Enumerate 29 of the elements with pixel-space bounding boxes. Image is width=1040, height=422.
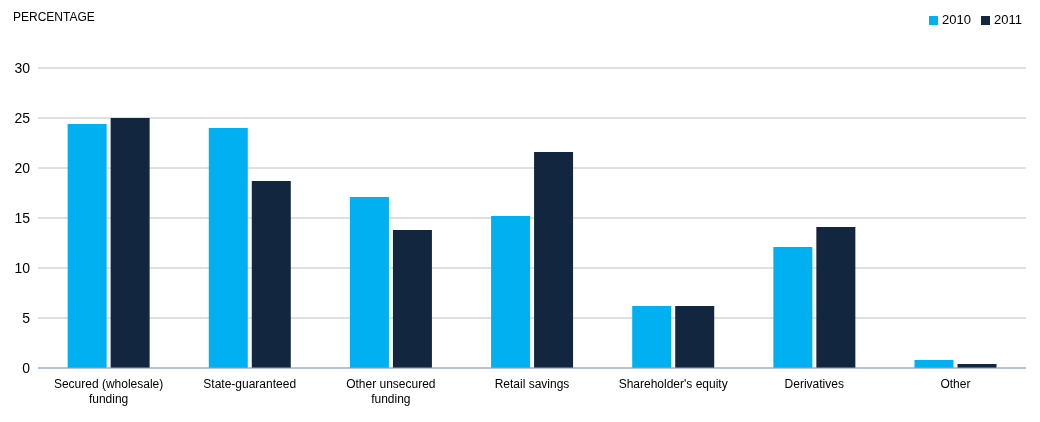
y-tick-label: 5 bbox=[22, 309, 31, 326]
legend-label: 2010 bbox=[942, 12, 972, 27]
y-tick-label: 15 bbox=[14, 209, 31, 226]
x-tick-label: Derivatives bbox=[784, 377, 844, 391]
bar bbox=[816, 227, 856, 368]
bar bbox=[251, 181, 291, 368]
x-tick-label: Secured (wholesale) funding bbox=[53, 377, 164, 406]
y-tick-label: 30 bbox=[14, 59, 31, 76]
bar bbox=[675, 306, 715, 368]
x-tick-label: Retail savings bbox=[494, 377, 570, 391]
bar bbox=[534, 152, 574, 368]
y-tick-label: 0 bbox=[22, 359, 31, 376]
x-tick-label: Shareholder's equity bbox=[618, 377, 728, 391]
bar bbox=[110, 118, 150, 368]
bar bbox=[632, 306, 672, 368]
y-tick-label: 20 bbox=[14, 159, 31, 176]
y-tick-label: 25 bbox=[14, 109, 31, 126]
bar bbox=[773, 247, 813, 368]
y-tick-label: 10 bbox=[14, 259, 31, 276]
x-tick-label: Other bbox=[940, 377, 971, 391]
y-axis-title: PERCENTAGE bbox=[13, 10, 95, 24]
legend-label: 2011 bbox=[994, 12, 1022, 27]
x-tick-label: State-guaranteed bbox=[203, 377, 297, 391]
x-tick-label: Other unsecured funding bbox=[346, 377, 436, 406]
bar bbox=[392, 230, 432, 368]
bar bbox=[349, 197, 389, 368]
bar bbox=[67, 124, 107, 368]
bar bbox=[208, 128, 248, 368]
bar bbox=[491, 216, 531, 368]
